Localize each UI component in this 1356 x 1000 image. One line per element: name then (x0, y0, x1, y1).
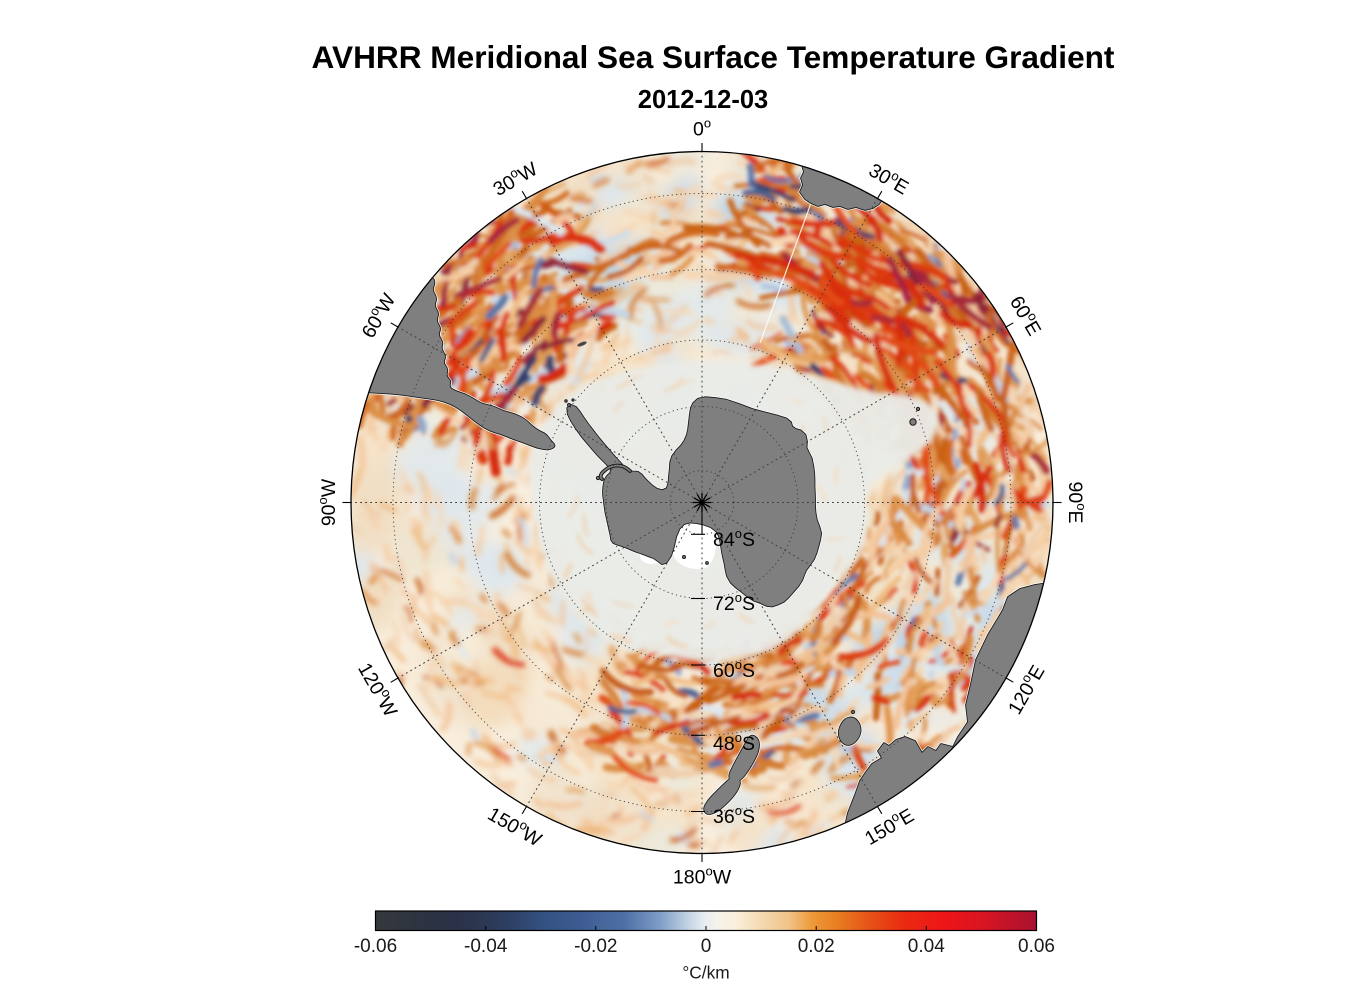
svg-text:48oS: 48oS (713, 730, 755, 755)
svg-text:-0.04: -0.04 (464, 936, 508, 957)
svg-text:0o: 0o (693, 116, 711, 141)
svg-text:0.02: 0.02 (798, 936, 835, 957)
svg-text:72oS: 72oS (713, 590, 755, 615)
svg-text:°C/km: °C/km (682, 963, 729, 983)
svg-text:30oE: 30oE (865, 157, 914, 200)
svg-text:84oS: 84oS (713, 526, 755, 551)
svg-text:0.06: 0.06 (1018, 936, 1055, 957)
svg-text:90oE: 90oE (1064, 482, 1089, 524)
svg-text:2012-12-03: 2012-12-03 (638, 86, 768, 114)
svg-text:60oE: 60oE (1005, 291, 1048, 340)
svg-text:36oS: 36oS (713, 803, 755, 828)
svg-text:90oW: 90oW (315, 478, 340, 526)
svg-text:-0.02: -0.02 (574, 936, 617, 957)
svg-text:180oW: 180oW (673, 864, 732, 889)
svg-text:-0.06: -0.06 (354, 936, 397, 957)
svg-text:AVHRR Meridional Sea Surface T: AVHRR Meridional Sea Surface Temperature… (312, 39, 1115, 75)
svg-text:60oS: 60oS (713, 657, 755, 682)
svg-text:0: 0 (701, 936, 712, 957)
svg-text:0.04: 0.04 (908, 936, 945, 957)
